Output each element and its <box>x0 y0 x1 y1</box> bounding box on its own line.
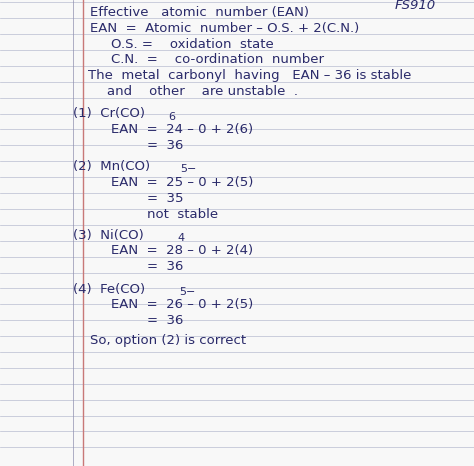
Text: (2)  Mn(CO): (2) Mn(CO) <box>73 160 151 173</box>
Text: EAN  =  28 – 0 + 2(4): EAN = 28 – 0 + 2(4) <box>111 245 254 257</box>
Text: 5: 5 <box>180 164 187 174</box>
Text: =  36: = 36 <box>147 139 183 152</box>
Text: FS910: FS910 <box>395 0 436 12</box>
Text: 6: 6 <box>168 112 175 122</box>
Text: So, option (2) is correct: So, option (2) is correct <box>90 334 246 347</box>
Text: (3)  Ni(CO): (3) Ni(CO) <box>73 229 144 241</box>
Text: =  35: = 35 <box>147 192 183 205</box>
Text: and    other    are unstable  .: and other are unstable . <box>107 85 298 98</box>
Text: −: − <box>187 164 197 174</box>
Text: =  36: = 36 <box>147 315 183 327</box>
Text: O.S. =    oxidation  state: O.S. = oxidation state <box>111 38 274 50</box>
Text: =  36: = 36 <box>147 260 183 273</box>
Text: EAN  =  24 – 0 + 2(6): EAN = 24 – 0 + 2(6) <box>111 123 254 136</box>
Text: Effective   atomic  number (EAN): Effective atomic number (EAN) <box>90 7 309 19</box>
Text: −: − <box>186 288 196 297</box>
Text: C.N.  =    co-ordination  number: C.N. = co-ordination number <box>111 54 324 66</box>
Text: 4: 4 <box>178 233 185 243</box>
Text: not  stable: not stable <box>147 208 218 221</box>
Text: The  metal  carbonyl  having   EAN – 36 is stable: The metal carbonyl having EAN – 36 is st… <box>88 69 411 82</box>
Text: 5: 5 <box>179 288 186 297</box>
Text: (4)  Fe(CO): (4) Fe(CO) <box>73 283 146 295</box>
Text: EAN  =  Atomic  number – O.S. + 2(C.N.): EAN = Atomic number – O.S. + 2(C.N.) <box>90 22 359 34</box>
Text: EAN  =  25 – 0 + 2(5): EAN = 25 – 0 + 2(5) <box>111 177 254 189</box>
Text: (1)  Cr(CO): (1) Cr(CO) <box>73 108 146 120</box>
Text: EAN  =  26 – 0 + 2(5): EAN = 26 – 0 + 2(5) <box>111 299 254 311</box>
